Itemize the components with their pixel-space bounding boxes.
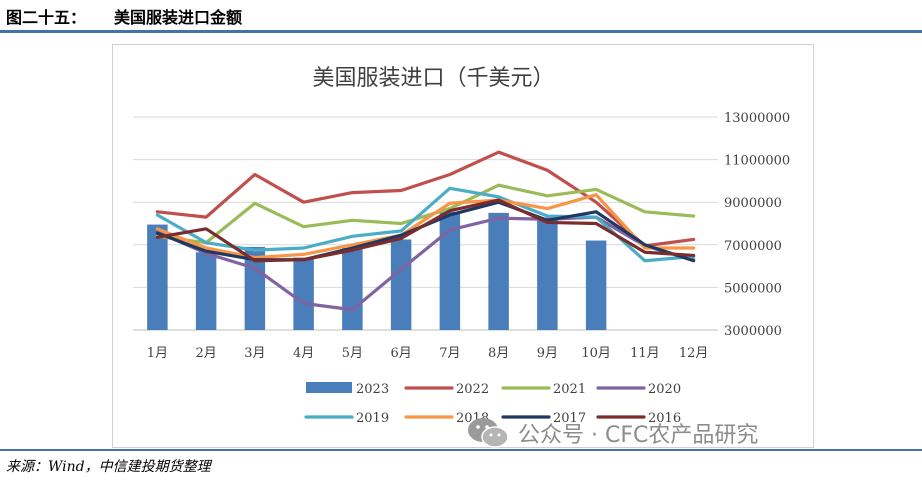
bar-2023 xyxy=(585,240,607,330)
x-tick-label: 12月 xyxy=(679,346,709,361)
y-tick-label: 13000000 xyxy=(724,111,790,126)
line-series-2019 xyxy=(155,186,696,263)
chart-svg: 美国服装进口（千美元） 3000000 5000000 7000000 9000000 1… xyxy=(133,66,790,426)
y-tick-label: 9000000 xyxy=(724,196,782,211)
figure-title: 图二十五： 美国服装进口金额 xyxy=(6,4,242,28)
legend-label-2019: 2019 xyxy=(356,411,389,426)
y-tick-label: 3000000 xyxy=(724,324,782,339)
x-tick-label: 9月 xyxy=(537,346,558,361)
bottom-rule xyxy=(0,449,922,451)
figure-caption: 美国服装进口金额 xyxy=(114,8,243,27)
bar-2023 xyxy=(147,224,168,330)
x-tick-label: 7月 xyxy=(439,346,460,361)
wechat-icon xyxy=(468,418,509,448)
watermark-text: 公众号 · CFC农产品研究 xyxy=(518,423,759,448)
line-series-2022 xyxy=(155,150,696,248)
x-tick-label: 1月 xyxy=(147,346,168,361)
bar-2023 xyxy=(488,212,509,330)
bar-2023 xyxy=(439,211,461,330)
chart-frame: 美国服装进口（千美元） 3000000 5000000 7000000 9000000 1… xyxy=(112,44,814,448)
legend-label-2016: 2016 xyxy=(648,411,681,426)
watermark: 公众号 · CFC农产品研究 xyxy=(466,416,758,450)
legend-label-2021: 2021 xyxy=(553,382,586,397)
chart-title: 美国服装进口（千美元） xyxy=(312,66,554,91)
x-tick-label: 3月 xyxy=(244,346,265,361)
bar-2023 xyxy=(293,257,314,330)
bar-2023 xyxy=(537,219,558,330)
y-tick-label: 5000000 xyxy=(724,281,782,296)
top-rule xyxy=(0,30,922,33)
x-tick-label: 10月 xyxy=(581,346,611,361)
x-tick-label: 11月 xyxy=(630,346,660,361)
x-tick-label: 2月 xyxy=(195,346,216,361)
bar-2023 xyxy=(390,239,412,330)
bar-2023 xyxy=(342,247,363,330)
x-tick-label: 6月 xyxy=(390,346,411,361)
line-series-2020 xyxy=(155,215,696,312)
line-series-2016 xyxy=(155,198,696,263)
bar-2023 xyxy=(195,252,217,330)
legend-label-2020: 2020 xyxy=(648,382,681,397)
x-tick-label: 4月 xyxy=(293,346,314,361)
y-tick-label: 11000000 xyxy=(724,154,790,169)
legend-label-2022: 2022 xyxy=(456,382,489,397)
line-series-2021 xyxy=(155,183,696,245)
y-tick-label: 7000000 xyxy=(724,239,782,254)
legend-label-2023: 2023 xyxy=(356,382,389,397)
legend-label-2017: 2017 xyxy=(553,411,586,426)
x-tick-label: 8月 xyxy=(488,346,509,361)
figure-number: 图二十五： xyxy=(6,8,87,27)
x-tick-label: 5月 xyxy=(342,346,363,361)
source-note: 来源：Wind，中信建投期货整理 xyxy=(6,459,211,475)
legend-swatch-2023 xyxy=(306,382,352,393)
